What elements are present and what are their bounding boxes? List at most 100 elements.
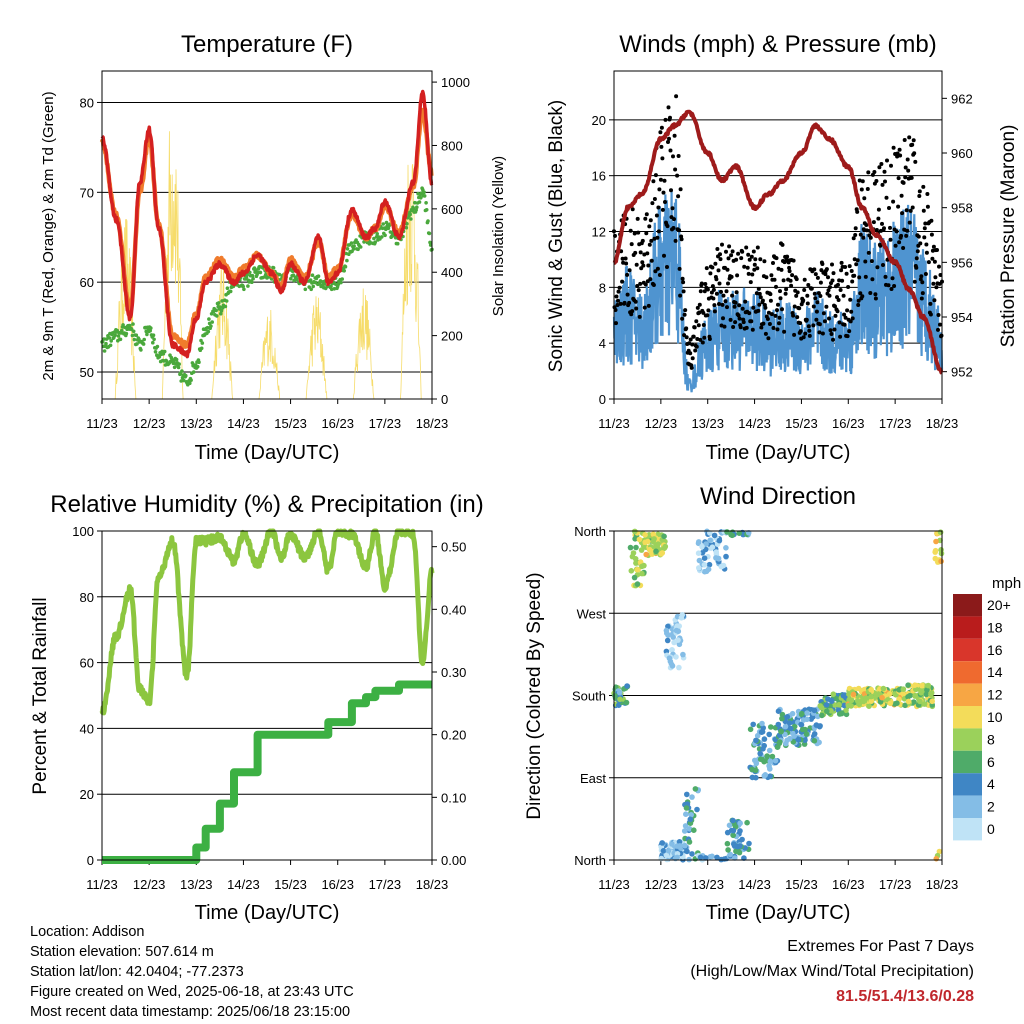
direction-point [912, 692, 918, 699]
direction-point [689, 794, 695, 800]
x-tick-label: 15/23 [785, 877, 818, 892]
gust-point [701, 310, 706, 315]
gust-point [616, 298, 620, 303]
gust-point [788, 278, 793, 283]
gust-point [629, 312, 634, 317]
gust-point [719, 323, 724, 328]
dewpoint-point [308, 278, 313, 282]
direction-point [747, 726, 754, 733]
gust-point [732, 304, 737, 309]
direction-point [624, 683, 630, 689]
gust-point [620, 256, 625, 261]
direction-xlabel: Time (Day/UTC) [706, 902, 851, 924]
direction-point [902, 702, 908, 709]
direction-point [887, 700, 894, 707]
dewpoint-point [381, 222, 386, 226]
direction-point [782, 723, 789, 730]
gust-point [705, 287, 710, 292]
gust-point [640, 260, 645, 265]
gust-point [624, 261, 629, 266]
direction-point [669, 841, 675, 847]
direction-ylabel: Direction (Colored By Speed) [524, 572, 545, 819]
colorbar-label: 0 [987, 821, 995, 837]
x-tick-label: 14/23 [227, 416, 260, 431]
direction-point [896, 687, 902, 693]
temperature-xlabel: Time (Day/UTC) [195, 442, 340, 464]
direction-point [761, 773, 768, 779]
gust-point [756, 286, 761, 291]
direction-point [634, 581, 641, 587]
gust-point [673, 167, 678, 172]
y-tick-label: West [577, 606, 607, 621]
direction-point [678, 615, 685, 621]
gust-point [883, 179, 887, 184]
gust-point [710, 284, 715, 289]
dewpoint-point [417, 200, 422, 204]
gust-point [736, 251, 741, 256]
gust-point [789, 283, 794, 288]
gust-point [936, 327, 940, 332]
gust-point [633, 299, 638, 304]
gust-point [670, 206, 675, 211]
colorbar-swatch [953, 661, 982, 684]
gust-point [832, 327, 837, 332]
gust-point [678, 293, 683, 298]
direction-point [680, 651, 686, 658]
direction-point [900, 686, 907, 692]
gust-point [934, 285, 939, 290]
gust-point [792, 332, 797, 337]
gust-point [888, 237, 893, 242]
direction-point [731, 841, 737, 847]
direction-point [913, 686, 919, 693]
gust-point [936, 313, 941, 317]
gust-point [655, 235, 660, 240]
direction-point [665, 623, 671, 630]
gust-point [915, 249, 920, 254]
direction-point [676, 839, 683, 845]
gust-point [820, 262, 825, 266]
gust-point [883, 274, 888, 279]
dewpoint-point [303, 287, 308, 292]
direction-point [699, 543, 705, 550]
gust-point [831, 271, 836, 276]
dewpoint-point [142, 337, 146, 342]
gust-point [775, 327, 780, 332]
gust-point [618, 301, 623, 306]
gust-point [829, 332, 834, 336]
gust-point [662, 253, 666, 258]
direction-point [631, 574, 638, 581]
gust-point [711, 287, 716, 292]
gust-point [929, 218, 934, 223]
gust-point [767, 322, 772, 326]
x-tick-label: 11/23 [598, 416, 630, 431]
gust-point [884, 195, 889, 200]
dewpoint-point [329, 284, 333, 288]
gust-point [695, 337, 700, 341]
gust-point [845, 308, 850, 313]
gust-point [898, 153, 903, 158]
gust-point [835, 309, 840, 314]
gust-point [663, 117, 668, 122]
gust-point [762, 259, 767, 264]
gust-point [723, 299, 728, 304]
gust-point [680, 276, 685, 281]
gust-point [717, 302, 721, 306]
gust-point [839, 260, 844, 265]
dewpoint-point [419, 196, 423, 200]
gust-point [814, 309, 819, 314]
direction-point [664, 637, 671, 644]
gust-point [769, 273, 774, 278]
gust-point [889, 163, 893, 168]
gust-point [673, 238, 678, 243]
gust-point [646, 303, 651, 308]
gust-point [916, 234, 921, 239]
y2-tick-label: 800 [441, 138, 463, 153]
gust-point [922, 235, 927, 240]
gust-point [764, 275, 769, 280]
gust-point [724, 289, 729, 294]
direction-point [753, 760, 760, 767]
y2-tick-label: 0.30 [441, 665, 466, 680]
gust-point [718, 252, 722, 257]
gust-point [675, 173, 680, 178]
gust-point [625, 292, 630, 297]
